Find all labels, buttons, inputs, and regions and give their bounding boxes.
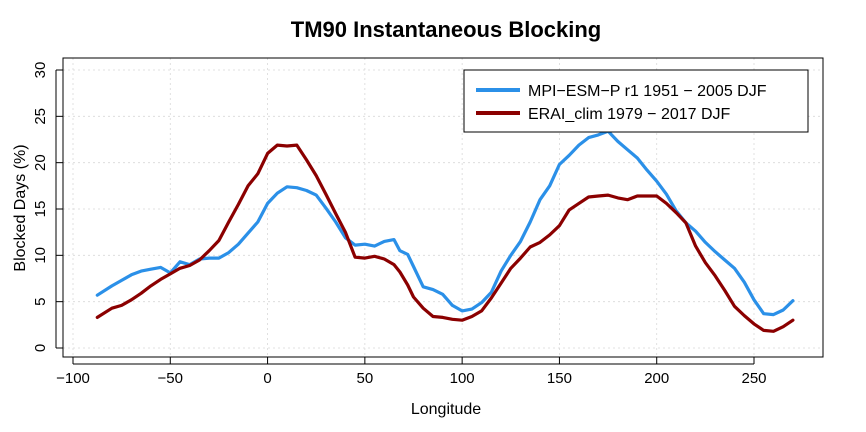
series-line-mpi [95,129,795,317]
x-axis: −100 −50 0 50 100 150 200 250 [56,357,767,387]
y-tick-label: 5 [32,297,49,305]
y-axis: 0 5 10 15 20 25 30 [32,62,63,352]
y-tick-label: 20 [32,154,49,171]
x-tick-label: 200 [644,370,669,387]
x-axis-label: Longitude [411,401,481,418]
x-tick-label: 100 [450,370,475,387]
x-tick-label: 50 [357,370,374,387]
plot-frame [62,57,824,358]
y-axis-label: Blocked Days (%) [12,144,29,271]
x-tick-label: 0 [263,370,271,387]
x-tick-label: −100 [56,370,90,387]
y-tick-label: 25 [32,108,49,125]
x-tick-label: 150 [547,370,572,387]
legend-box [463,69,809,133]
x-tick-label: 250 [741,370,766,387]
gridlines [63,58,823,357]
legend-label-erai: ERAI_clim 1979 − 2017 DJF [528,106,731,123]
y-tick-label: 15 [32,201,49,218]
chart-title: TM90 Instantaneous Blocking [291,17,602,42]
series-line-erai [95,143,795,333]
x-tick-label: −50 [158,370,183,387]
legend-label-mpi: MPI−ESM−P r1 1951 − 2005 DJF [528,83,767,100]
y-tick-label: 30 [32,62,49,79]
series-layer [95,129,795,333]
y-tick-label: 10 [32,247,49,264]
legend: MPI−ESM−P r1 1951 − 2005 DJF ERAI_clim 1… [463,69,809,133]
y-tick-label: 0 [32,344,49,352]
